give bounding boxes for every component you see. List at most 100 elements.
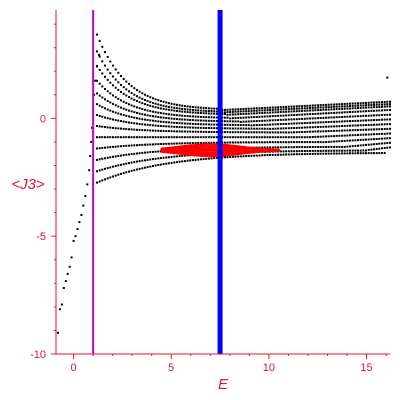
data-point <box>322 141 325 144</box>
data-point <box>106 177 109 180</box>
data-point <box>343 111 346 114</box>
highlight-point <box>186 150 189 153</box>
data-point <box>245 136 248 139</box>
data-point <box>197 111 200 114</box>
highlight-point <box>189 152 192 155</box>
data-point <box>317 126 320 128</box>
highlight-point <box>233 146 236 149</box>
data-point <box>367 148 370 151</box>
data-point <box>210 119 213 122</box>
highlight-point <box>232 144 235 147</box>
data-point <box>343 115 346 118</box>
data-point <box>335 111 338 114</box>
data-point <box>170 155 173 158</box>
data-point <box>154 98 157 101</box>
data-point <box>325 146 328 148</box>
highlight-point <box>244 152 246 155</box>
highlight-point <box>189 144 192 147</box>
data-point <box>210 110 213 113</box>
highlight-point <box>178 151 181 154</box>
data-point <box>109 81 112 84</box>
data-point <box>311 141 314 144</box>
data-point <box>122 100 125 103</box>
data-point <box>298 110 301 113</box>
data-point <box>144 108 146 111</box>
data-point <box>215 110 218 113</box>
data-point <box>349 152 351 155</box>
data-point <box>234 131 237 134</box>
data-point <box>274 141 277 144</box>
data-point <box>162 107 165 110</box>
data-point <box>223 116 226 119</box>
data-point <box>351 102 354 105</box>
data-point <box>146 166 149 169</box>
data-point <box>234 117 237 120</box>
data-point <box>125 153 128 156</box>
data-point <box>122 86 125 89</box>
data-point <box>370 104 373 106</box>
data-point <box>266 131 269 134</box>
highlight-point <box>198 154 201 157</box>
highlight-point <box>235 145 238 148</box>
highlight-point <box>232 149 235 152</box>
data-point <box>144 159 146 162</box>
data-point <box>311 152 314 155</box>
highlight-point <box>203 155 205 157</box>
highlight-point <box>179 146 182 149</box>
data-point <box>295 136 298 139</box>
highlight-point <box>195 143 198 146</box>
data-point <box>349 102 351 105</box>
data-point <box>319 121 322 124</box>
data-point <box>189 159 192 162</box>
data-point <box>269 109 272 111</box>
data-point <box>346 102 349 105</box>
highlight-point <box>271 148 274 151</box>
data-point <box>210 123 213 126</box>
highlight-point <box>229 152 232 155</box>
highlight-point <box>186 146 189 149</box>
highlight-point <box>203 143 205 146</box>
highlight-point <box>178 148 181 150</box>
data-point <box>175 118 178 121</box>
data-point <box>98 104 101 107</box>
highlight-point <box>245 146 248 149</box>
data-point <box>229 141 232 144</box>
data-point <box>282 153 285 156</box>
data-point <box>333 103 336 106</box>
data-point <box>322 106 325 109</box>
data-point <box>357 144 359 147</box>
data-point <box>295 113 298 116</box>
data-point <box>266 136 269 139</box>
data-point <box>327 112 330 115</box>
data-point <box>354 104 357 107</box>
data-point <box>231 141 234 144</box>
highlight-point <box>229 153 232 156</box>
highlight-point <box>236 151 239 154</box>
data-point <box>186 105 189 108</box>
data-point <box>128 103 130 106</box>
data-point <box>359 106 362 109</box>
highlight-point <box>178 152 181 155</box>
data-point <box>94 79 97 82</box>
highlight-point <box>232 147 235 150</box>
data-point <box>311 149 314 152</box>
data-point <box>104 88 106 90</box>
highlight-point <box>197 145 200 148</box>
data-point <box>114 104 117 107</box>
data-point <box>343 134 346 137</box>
data-point <box>285 150 288 153</box>
highlight-point <box>182 153 185 156</box>
data-point <box>269 141 272 144</box>
data-point <box>120 127 122 130</box>
data-point <box>207 141 210 144</box>
highlight-point <box>223 154 226 157</box>
data-point <box>178 126 181 129</box>
data-point <box>207 119 210 122</box>
data-point <box>138 101 141 104</box>
data-point <box>258 107 261 110</box>
data-point <box>117 173 120 176</box>
data-point <box>349 115 351 118</box>
data-point <box>250 131 253 134</box>
data-point <box>104 126 106 128</box>
highlight-point <box>211 143 214 146</box>
